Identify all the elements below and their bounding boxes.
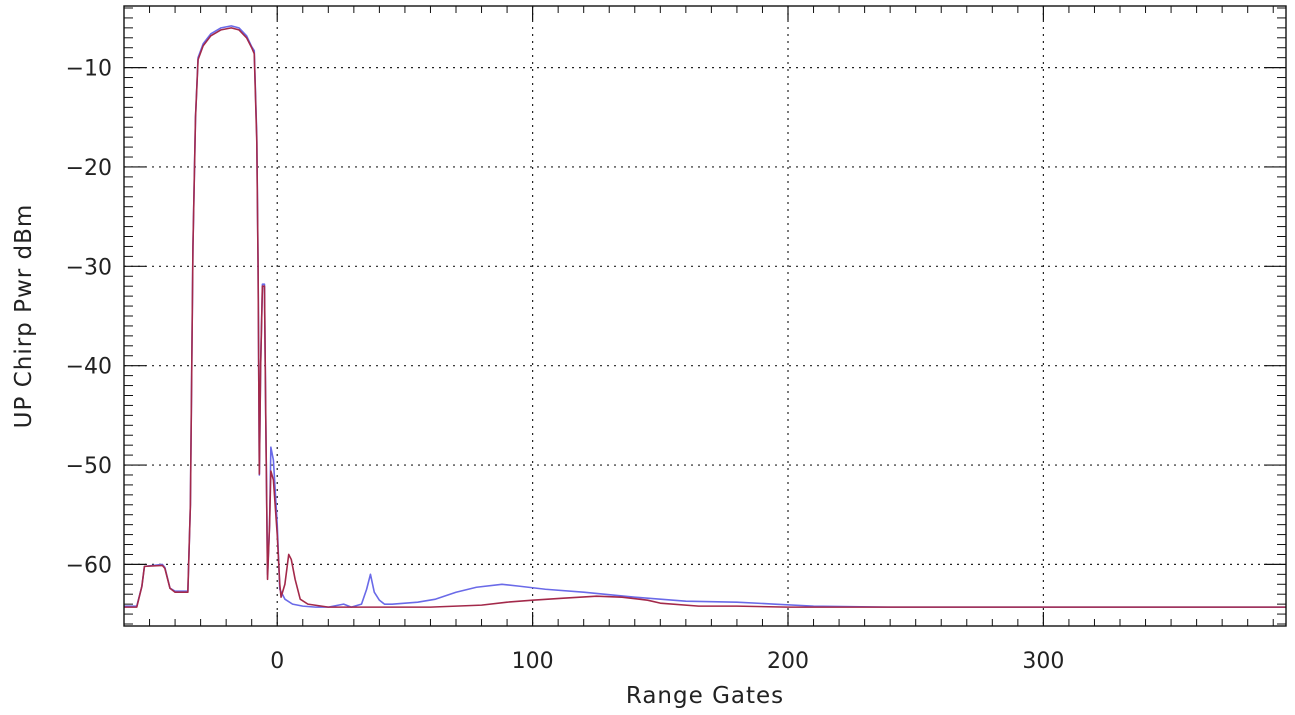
y-tick-label: −20 xyxy=(66,156,112,181)
grid-layer xyxy=(124,6,1286,626)
x-tick-label: 300 xyxy=(1022,649,1064,674)
y-axis-label: UP Chirp Pwr dBm xyxy=(11,204,37,429)
y-tick-label: −40 xyxy=(66,355,112,380)
x-tick-label: 0 xyxy=(270,649,284,674)
y-tick-label: −10 xyxy=(66,57,112,82)
y-tick-label: −50 xyxy=(66,454,112,479)
series-line-2 xyxy=(124,27,1286,608)
tick-labels: 0 100 200 300 −10 −20 −30 −40 −50 −60 xyxy=(66,57,1065,674)
series-line-1 xyxy=(124,25,1286,608)
x-tick-label: 200 xyxy=(767,649,809,674)
x-axis-label: Range Gates xyxy=(626,683,784,709)
ticks-layer xyxy=(123,6,1286,626)
plot-frame xyxy=(123,5,1287,627)
y-tick-label: −30 xyxy=(66,255,112,280)
series-layer xyxy=(124,25,1286,608)
x-tick-label: 100 xyxy=(512,649,554,674)
y-tick-label: −60 xyxy=(66,553,112,578)
